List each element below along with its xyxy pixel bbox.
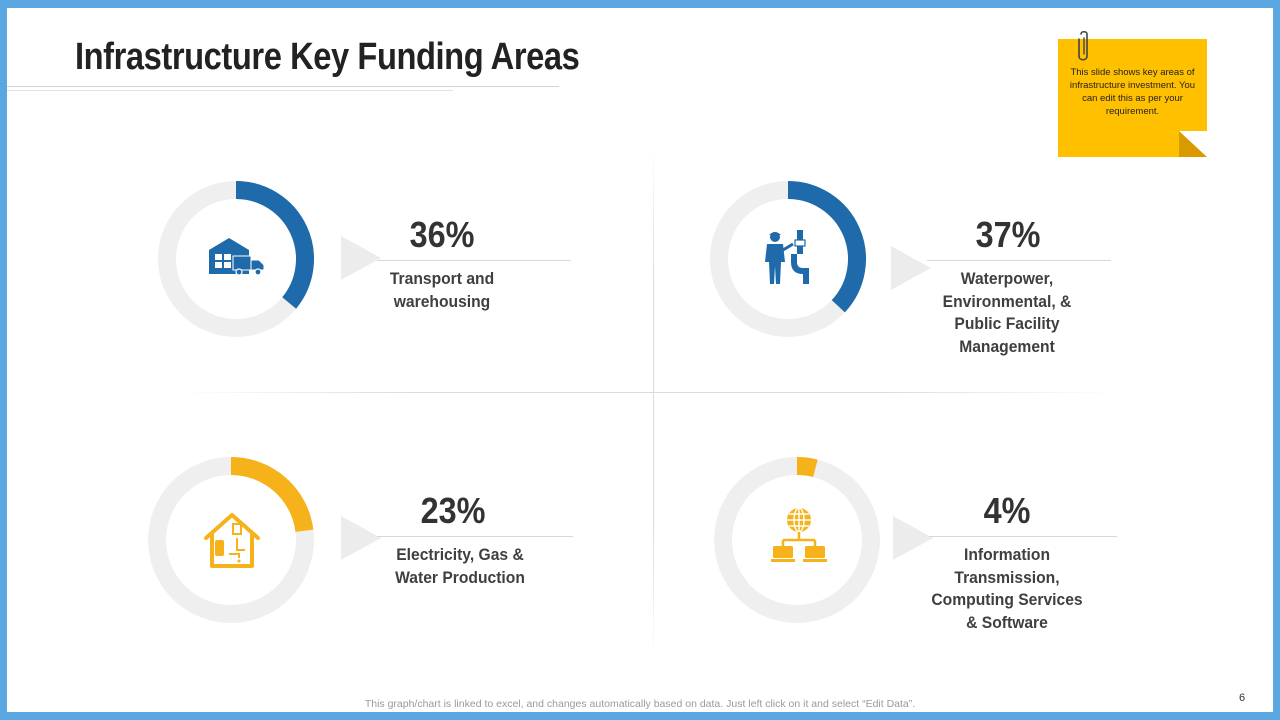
donut-chart — [148, 457, 314, 623]
sticky-note-fold — [1179, 131, 1207, 157]
sticky-note-text: This slide shows key areas of infrastruc… — [1069, 67, 1196, 117]
house-utilities-icon — [201, 510, 263, 575]
pointer-arrow — [893, 516, 933, 560]
value-underline — [377, 260, 571, 261]
funding-area-label: Waterpower, Environmental, & Public Faci… — [942, 269, 1072, 356]
funding-card-information[interactable]: 4% Information Transmission, Computing S… — [711, 454, 1131, 654]
donut-arc — [796, 456, 818, 478]
title-underline — [7, 86, 559, 87]
page-number: 6 — [1239, 692, 1246, 704]
pointer-arrow — [341, 236, 381, 280]
donut-chart — [710, 181, 866, 337]
donut-arc — [235, 181, 314, 309]
funding-card-waterpower[interactable]: 37% Waterpower, Environmental, & Public … — [707, 178, 1127, 378]
donut-chart — [714, 456, 880, 623]
quadrant-divider-vertical — [653, 148, 654, 658]
quadrant-divider-horizontal — [177, 392, 1117, 393]
globe-network-icon — [771, 506, 827, 571]
warehouse-truck-icon — [207, 232, 267, 283]
percentage-value: 36% — [409, 214, 475, 255]
title-underline-secondary — [7, 90, 453, 91]
plumber-worker-icon — [761, 228, 815, 291]
pointer-arrow — [341, 516, 381, 560]
percentage-value: 23% — [420, 490, 486, 531]
pointer-arrow — [891, 246, 931, 290]
funding-area-label: Information Transmission, Computing Serv… — [931, 545, 1083, 632]
funding-card-electricity[interactable]: 23% Electricity, Gas & Water Production — [145, 454, 585, 654]
value-underline — [929, 536, 1117, 537]
funding-area-label: Transport and warehousing — [389, 269, 495, 311]
value-underline — [927, 260, 1111, 261]
percentage-value: 37% — [975, 214, 1041, 255]
donut-arc — [787, 181, 866, 313]
donut-arc — [230, 457, 314, 533]
funding-card-transport[interactable]: 36% Transport and warehousing — [155, 178, 575, 378]
percentage-value: 4% — [983, 490, 1031, 531]
donut-chart — [158, 181, 314, 337]
slide: Infrastructure Key Funding Areas This sl… — [7, 8, 1273, 712]
paperclip-icon — [1078, 30, 1088, 61]
value-underline — [377, 536, 573, 537]
funding-area-label: Electricity, Gas & Water Production — [395, 545, 525, 587]
footer-note: This graph/chart is linked to excel, and… — [364, 698, 916, 710]
sticky-note[interactable]: This slide shows key areas of infrastruc… — [1058, 39, 1207, 157]
slide-title: Infrastructure Key Funding Areas — [75, 36, 580, 78]
